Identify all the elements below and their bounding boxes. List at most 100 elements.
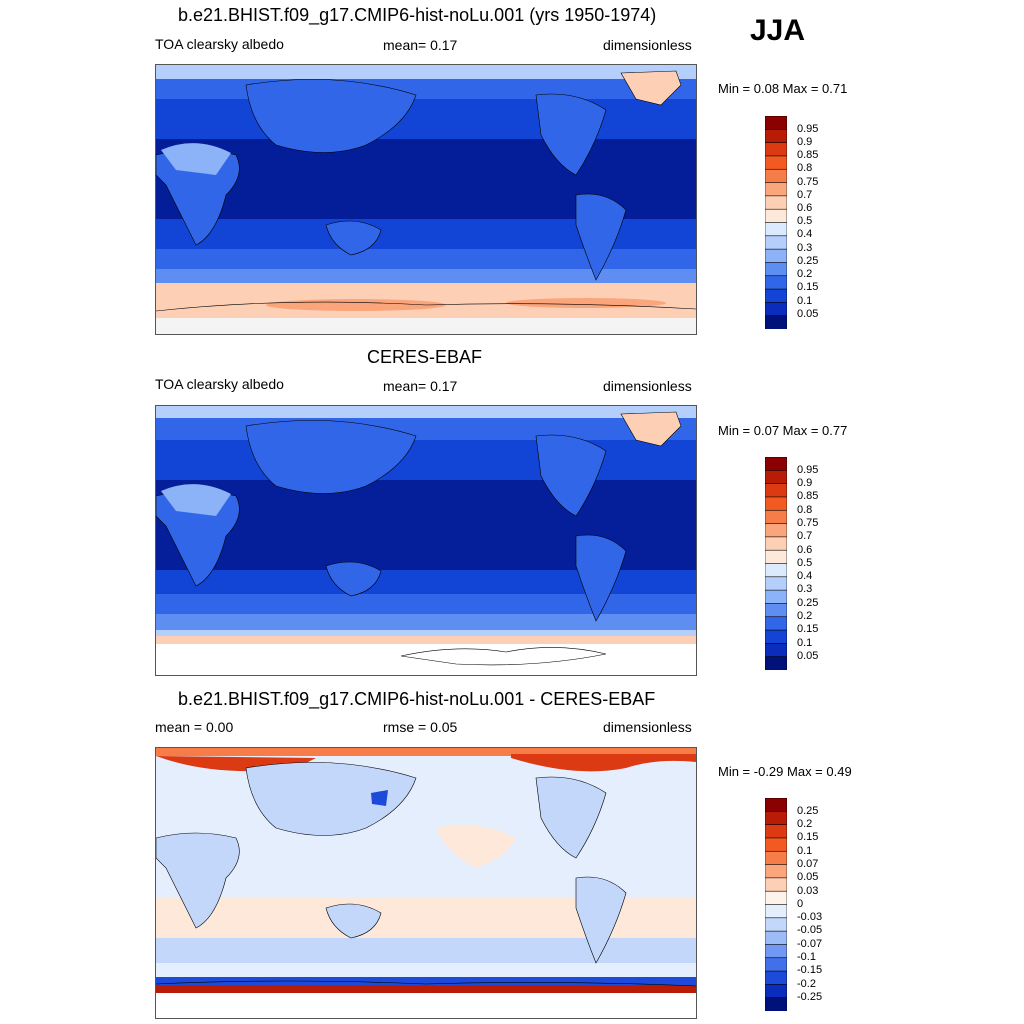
- colorbar-swatch: [765, 798, 787, 813]
- colorbar-swatch: [765, 837, 787, 853]
- panel3-cb-label: -0.1: [797, 951, 816, 963]
- panel1-cb-label: 0.3: [797, 242, 813, 254]
- colorbar-swatch: [765, 288, 787, 304]
- panel2-cb-label: 0.15: [797, 623, 819, 635]
- panel3-cb-label: -0.07: [797, 938, 823, 950]
- panel1-cb-label: 0.4: [797, 228, 813, 240]
- colorbar-swatch: [765, 483, 787, 498]
- panel2-cb-label: 0.25: [797, 597, 819, 609]
- panel3-cb-label: -0.03: [797, 911, 823, 923]
- colorbar-swatch: [765, 656, 787, 670]
- colorbar-swatch: [765, 877, 787, 892]
- panel3-cb-label: 0.03: [797, 885, 819, 897]
- colorbar-swatch: [765, 536, 787, 551]
- panel3-colorbar: [765, 798, 787, 1011]
- colorbar-swatch: [765, 275, 787, 290]
- panel3-cb-label: 0.15: [797, 831, 819, 843]
- colorbar-swatch: [765, 957, 787, 972]
- panel3-map: [155, 747, 697, 1019]
- panel3-units-label: dimensionless: [603, 719, 692, 735]
- panel2-colorbar: [765, 457, 787, 670]
- panel2-minmax: Min = 0.07 Max = 0.77: [718, 423, 848, 438]
- colorbar-swatch: [765, 917, 787, 932]
- colorbar-swatch: [765, 930, 787, 946]
- panel2-cb-label: 0.9: [797, 477, 813, 489]
- panel2-cb-label: 0.85: [797, 490, 819, 502]
- colorbar-swatch: [765, 182, 787, 197]
- colorbar-swatch: [765, 643, 787, 658]
- panel2-variable-label: TOA clearsky albedo: [155, 376, 284, 392]
- panel3-mean-label: mean = 0.00: [155, 719, 234, 735]
- panel1-mean-label: mean= 0.17: [383, 37, 458, 53]
- colorbar-swatch: [765, 208, 787, 224]
- colorbar-swatch: [765, 824, 787, 839]
- panel1-units-label: dimensionless: [603, 37, 692, 53]
- colorbar-swatch: [765, 864, 787, 879]
- panel1-cb-label: 0.7: [797, 189, 813, 201]
- panel3-rmse-label: rmse = 0.05: [383, 719, 458, 735]
- panel3-cb-label: -0.25: [797, 991, 823, 1003]
- panel1-cb-label: 0.6: [797, 202, 813, 214]
- colorbar-swatch: [765, 168, 787, 184]
- colorbar-swatch: [765, 457, 787, 472]
- colorbar-swatch: [765, 142, 787, 157]
- colorbar-swatch: [765, 222, 787, 237]
- panel2-cb-label: 0.8: [797, 504, 813, 516]
- panel2-mean-label: mean= 0.17: [383, 378, 458, 394]
- colorbar-swatch: [765, 944, 787, 959]
- panel3-cb-label: 0.2: [797, 818, 813, 830]
- panel3-cb-label: -0.15: [797, 964, 823, 976]
- colorbar-swatch: [765, 509, 787, 525]
- colorbar-swatch: [765, 155, 787, 171]
- panel1-cb-label: 0.2: [797, 268, 813, 280]
- panel2-cb-label: 0.95: [797, 464, 819, 476]
- colorbar-swatch: [765, 850, 787, 866]
- panel1-cb-label: 0.25: [797, 255, 819, 267]
- colorbar-swatch: [765, 248, 787, 264]
- panel1-cb-label: 0.8: [797, 162, 813, 174]
- colorbar-swatch: [765, 195, 787, 210]
- colorbar-swatch: [765, 116, 787, 131]
- colorbar-swatch: [765, 576, 787, 591]
- panel1-variable-label: TOA clearsky albedo: [155, 36, 284, 52]
- panel3-minmax: Min = -0.29 Max = 0.49: [718, 764, 852, 779]
- panel3-cb-label: -0.05: [797, 924, 823, 936]
- panel1-cb-label: 0.1: [797, 295, 813, 307]
- panel1-cb-label: 0.9: [797, 136, 813, 148]
- panel2-title: CERES-EBAF: [367, 347, 483, 367]
- colorbar-swatch: [765, 235, 787, 250]
- panel2-cb-label: 0.4: [797, 570, 813, 582]
- panel1-map: [155, 64, 697, 335]
- panel1-cb-label: 0.15: [797, 281, 819, 293]
- panel2-cb-label: 0.6: [797, 544, 813, 556]
- panel3-cb-label: 0.25: [797, 805, 819, 817]
- season-label: JJA: [750, 14, 806, 47]
- colorbar-swatch: [765, 315, 787, 329]
- panel3-title: b.e21.BHIST.f09_g17.CMIP6-hist-noLu.001 …: [178, 689, 656, 709]
- panel2-cb-label: 0.05: [797, 650, 819, 662]
- colorbar-swatch: [765, 589, 787, 605]
- panel1-title: b.e21.BHIST.f09_g17.CMIP6-hist-noLu.001 …: [178, 5, 657, 25]
- colorbar-swatch: [765, 496, 787, 512]
- panel3-cb-label: 0.05: [797, 871, 819, 883]
- panel2-cb-label: 0.2: [797, 610, 813, 622]
- colorbar-swatch: [765, 890, 787, 906]
- colorbar-swatch: [765, 302, 787, 317]
- panel3-cb-label: 0.07: [797, 858, 819, 870]
- colorbar-swatch: [765, 470, 787, 485]
- panel3-cb-label: 0: [797, 898, 804, 910]
- colorbar-swatch: [765, 603, 787, 618]
- colorbar-swatch: [765, 984, 787, 999]
- colorbar-swatch: [765, 904, 787, 919]
- colorbar-swatch: [765, 616, 787, 631]
- panel2-cb-label: 0.7: [797, 530, 813, 542]
- panel2-units-label: dimensionless: [603, 378, 692, 394]
- colorbar-swatch: [765, 549, 787, 565]
- colorbar-swatch: [765, 970, 787, 986]
- colorbar-swatch: [765, 262, 787, 277]
- panel1-cb-label: 0.5: [797, 215, 813, 227]
- panel3-cb-label: -0.2: [797, 978, 816, 990]
- colorbar-swatch: [765, 563, 787, 578]
- panel2-cb-label: 0.75: [797, 517, 819, 529]
- colorbar-swatch: [765, 129, 787, 144]
